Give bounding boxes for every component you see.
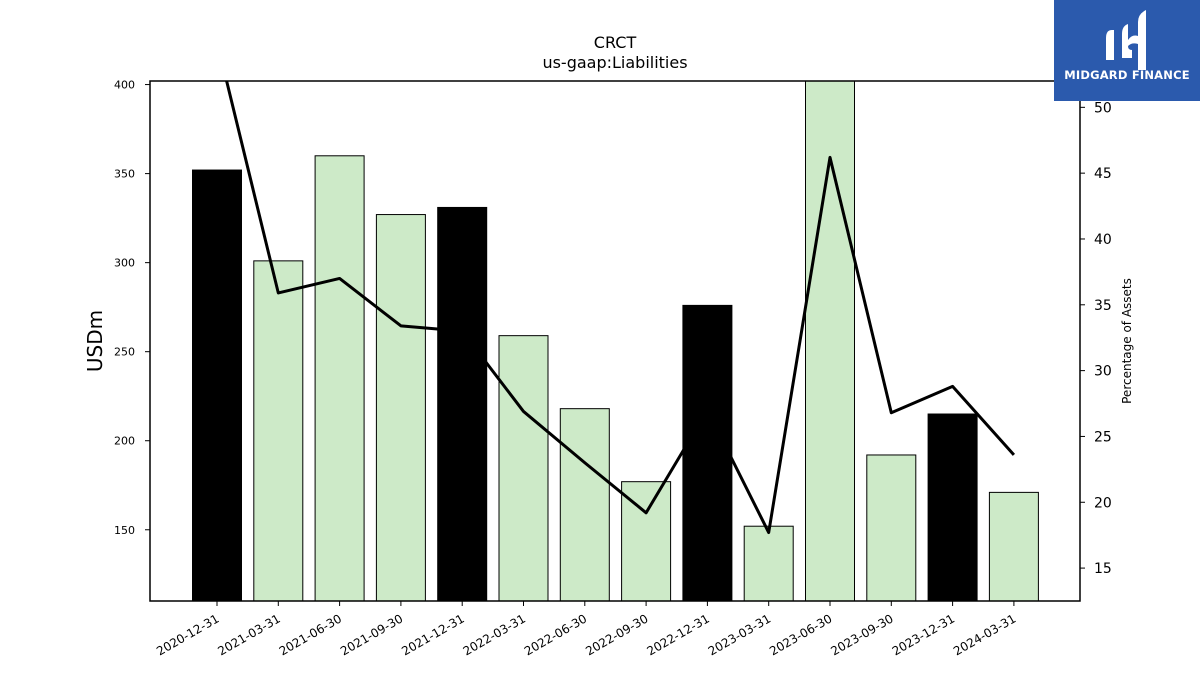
bar-2023-12-31 [927,413,978,601]
x-tick-label: 2024-03-31 [951,611,1018,658]
chart-subtitle: us-gaap:Liabilities [542,53,687,72]
x-axis-ticks: 2020-12-312021-03-312021-06-302021-09-30… [154,601,1018,658]
bar-2022-03-31 [498,335,549,601]
left-axis-ticks: 150 200 250 300 350 400 [114,79,150,537]
y2-tick-label: 30 [1094,364,1112,380]
y2-tick-label: 15 [1094,561,1112,577]
y2-tick-label: 50 [1094,100,1112,116]
bar-2023-06-30 [805,81,855,601]
bar-2021-06-30 [314,155,365,601]
x-tick-label: 2021-03-31 [215,611,282,658]
midgard-logo-icon [1106,10,1146,70]
y2-tick-label: 25 [1094,429,1112,445]
brand-logo: MIDGARD FINANCE [1054,0,1200,101]
x-tick-label: 2023-09-30 [828,611,895,658]
bar-2023-03-31 [743,525,794,601]
y-tick-label: 400 [114,79,135,92]
bar-2023-09-30 [866,454,917,601]
y2-tick-label: 45 [1094,166,1112,182]
bar-2021-03-31 [253,260,304,601]
bar-2021-09-30 [375,214,426,601]
y2-axis-label: Percentage of Assets [1120,278,1134,404]
bar-group [192,81,1039,601]
y2-tick-label: 20 [1094,495,1112,511]
y-tick-label: 150 [114,524,135,537]
x-tick-label: 2022-12-31 [644,611,711,658]
x-tick-label: 2023-12-31 [890,611,957,658]
x-tick-label: 2021-09-30 [338,611,405,658]
y-tick-label: 200 [114,435,135,448]
x-tick-label: 2023-03-31 [706,611,773,658]
x-tick-label: 2020-12-31 [154,611,221,658]
brand-name: MIDGARD FINANCE [1064,68,1190,82]
line-group [225,81,1016,535]
x-tick-label: 2022-06-30 [522,611,589,658]
plot-frame [149,80,1081,602]
bar-2020-12-31 [192,169,242,601]
x-tick-label: 2021-06-30 [277,611,344,658]
x-tick-label: 2022-09-30 [583,611,650,658]
y-tick-label: 250 [114,346,135,359]
right-axis-ticks: 15 20 25 30 35 40 45 50 [1080,100,1112,577]
bar-2021-12-31 [437,206,488,601]
x-tick-label: 2022-03-31 [461,611,528,658]
x-tick-label: 2021-12-31 [399,611,466,658]
x-tick-label: 2023-06-30 [767,611,834,658]
y2-tick-label: 35 [1094,298,1112,314]
percentage-line [225,81,1016,535]
bar-2022-12-31 [682,304,733,601]
chart-title: CRCT [594,33,637,52]
bar-2024-03-31 [988,491,1039,601]
bar-2022-09-30 [621,481,672,601]
y2-tick-label: 40 [1094,232,1112,248]
y-axis-label: USDm [83,310,107,372]
y-tick-label: 300 [114,257,135,270]
y-tick-label: 350 [114,168,135,181]
bar-2022-06-30 [559,408,610,601]
